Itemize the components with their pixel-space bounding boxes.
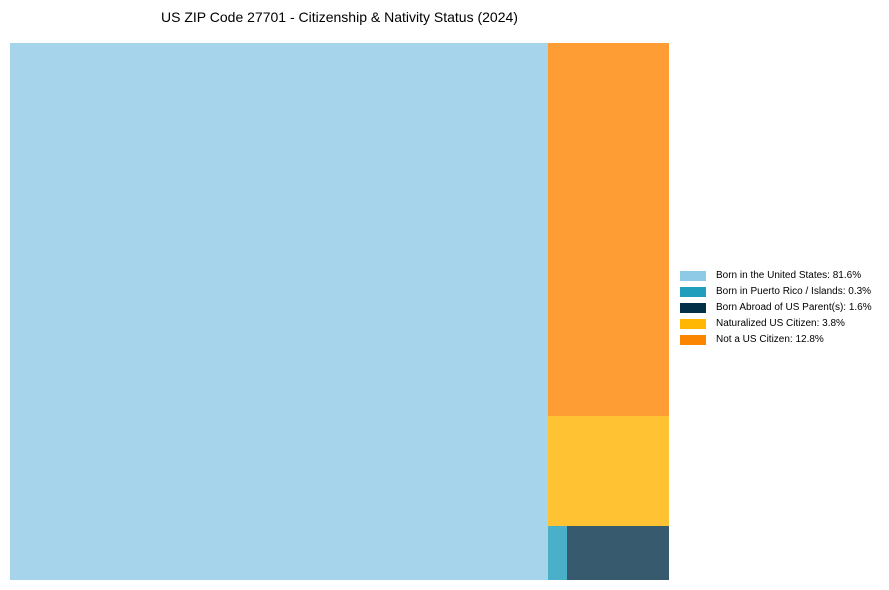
legend-item: Not a US Citizen: 12.8% (680, 332, 872, 348)
legend-label: Born in Puerto Rico / Islands: 0.3% (716, 286, 872, 298)
legend-item: Born Abroad of US Parent(s): 1.6% (680, 300, 872, 316)
legend-swatch (680, 270, 706, 281)
legend-swatch (680, 302, 706, 313)
legend-swatch (680, 334, 706, 345)
legend-label: Not a US Citizen: 12.8% (716, 334, 824, 346)
legend-label: Naturalized US Citizen: 3.8% (716, 318, 845, 330)
legend-item: Born in the United States: 81.6% (680, 268, 872, 284)
tile-born-in-us (10, 43, 548, 580)
tile-not-us-citizen (548, 43, 669, 416)
legend-swatch (680, 286, 706, 297)
chart-title: US ZIP Code 27701 - Citizenship & Nativi… (161, 9, 518, 25)
legend-swatch (680, 318, 706, 329)
tile-born-abroad-us-parents (567, 526, 669, 580)
tile-naturalized-citizen (548, 416, 669, 526)
legend: Born in the United States: 81.6% Born in… (680, 268, 872, 348)
legend-label: Born in the United States: 81.6% (716, 270, 862, 282)
legend-item: Born in Puerto Rico / Islands: 0.3% (680, 284, 872, 300)
legend-label: Born Abroad of US Parent(s): 1.6% (716, 302, 872, 314)
tile-born-puerto-rico (548, 526, 567, 580)
legend-item: Naturalized US Citizen: 3.8% (680, 316, 872, 332)
treemap-plot (10, 43, 669, 580)
